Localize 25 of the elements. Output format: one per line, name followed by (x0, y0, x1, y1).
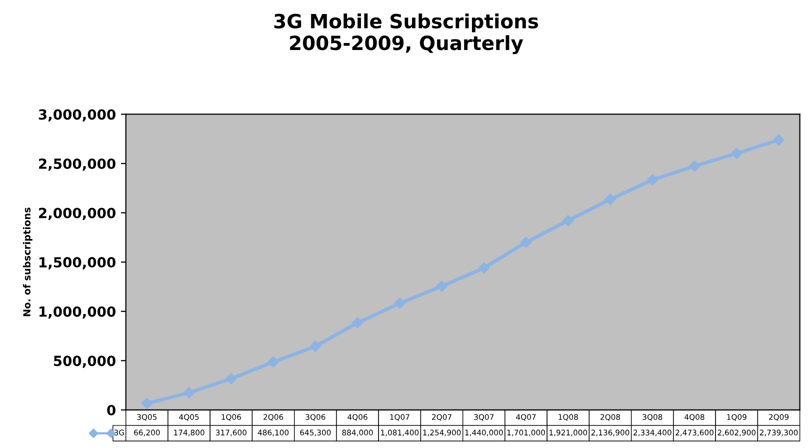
point (141, 398, 153, 409)
point (436, 280, 448, 292)
y-tick-label: 0 (107, 404, 116, 416)
point (310, 340, 322, 352)
y-tick-label: 3,000,000 (38, 109, 116, 122)
y-tick-label: 2,000,000 (39, 208, 116, 220)
chart-title: 3G Mobile Subscriptions 2005-2009, Quarterly (274, 13, 538, 54)
point (688, 160, 700, 172)
point (520, 236, 532, 248)
point (773, 134, 784, 146)
point (352, 317, 364, 328)
y-tick-label: 500,000 (54, 356, 116, 368)
point (394, 298, 406, 309)
point (731, 148, 742, 159)
point (226, 373, 237, 384)
point (646, 174, 658, 186)
point (562, 214, 574, 226)
y-tick-label: 2,500,000 (39, 158, 116, 171)
y-axis-title: No. of subscriptions (22, 208, 32, 316)
point (478, 262, 490, 274)
point (604, 194, 616, 205)
point (183, 387, 195, 398)
y-tick-label: 1,500,000 (40, 257, 116, 270)
y-tick-label: 1,000,000 (40, 306, 116, 319)
point (268, 356, 279, 368)
